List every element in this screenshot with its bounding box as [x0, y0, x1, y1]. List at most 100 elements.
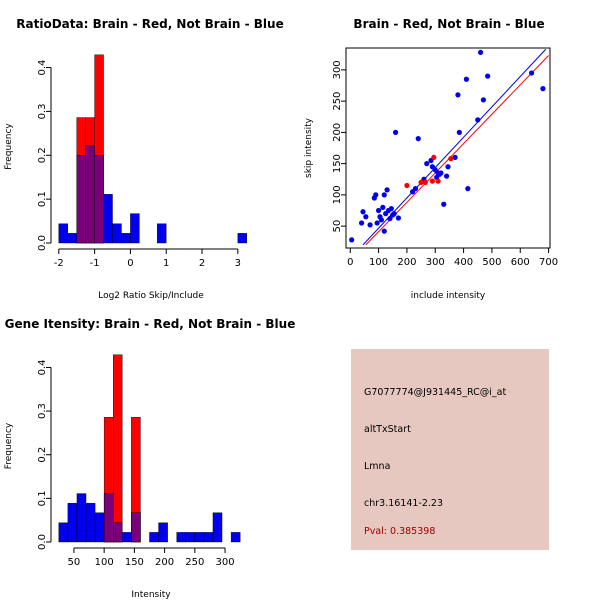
x-tick-label: 100: [95, 557, 114, 568]
y-axis-label: Frequency: [4, 422, 14, 469]
point-not-brain: [374, 220, 380, 226]
bar-not-brain: [58, 522, 69, 543]
bar-not-brain: [230, 532, 241, 543]
point-not-brain: [540, 86, 546, 92]
bar-not-brain: [122, 532, 132, 543]
bar-not-brain: [121, 233, 131, 244]
chart-title: Brain - Red, Not Brain - Blue: [353, 17, 544, 31]
point-brain: [448, 156, 454, 162]
point-not-brain: [358, 220, 365, 226]
x-tick-label: 0: [127, 258, 133, 269]
bar-not-brain: [176, 532, 186, 543]
point-not-brain: [349, 237, 355, 243]
bar-not-brain: [157, 223, 167, 244]
y-tick-label: 0.3: [37, 403, 48, 419]
bar-brain: [113, 354, 123, 543]
x-tick-label: 3: [235, 258, 241, 269]
y-axis-label: skip intensity: [304, 117, 314, 178]
point-not-brain: [485, 73, 491, 79]
point-brain: [404, 182, 410, 189]
y-tick-label: 0.2: [37, 447, 48, 463]
bar-not-brain: [130, 213, 140, 244]
point-not-brain: [384, 187, 390, 193]
x-tick-label: 600: [511, 257, 530, 268]
x-tick-label: 500: [482, 257, 501, 268]
point-not-brain: [415, 136, 421, 142]
point-not-brain: [391, 211, 397, 217]
x-tick-label: 100: [369, 257, 388, 268]
probe-id: G7077774@J931445_RC@i_at: [364, 387, 507, 398]
x-tick-label: 200: [397, 257, 416, 268]
y-tick-label: 0.1: [37, 490, 48, 506]
x-axis-label: Intensity: [131, 590, 171, 600]
y-tick-label: 150: [332, 154, 343, 173]
point-not-brain: [412, 186, 419, 192]
point-not-brain: [380, 204, 386, 210]
bar-overlap: [94, 155, 104, 244]
x-tick-label: 50: [68, 557, 81, 568]
bar-not-brain: [85, 502, 96, 543]
point-not-brain: [363, 214, 369, 220]
plot-area: [349, 48, 549, 246]
x-tick-label: 0: [347, 257, 353, 268]
point-brain: [431, 154, 437, 160]
bar-not-brain: [149, 532, 159, 543]
bar-not-brain: [76, 493, 87, 543]
point-not-brain: [452, 154, 458, 160]
point-not-brain: [480, 97, 487, 103]
y-tick-label: 0.0: [37, 235, 48, 251]
gene-name: Lmna: [364, 461, 391, 472]
bar-overlap: [76, 155, 86, 244]
y-tick-label: 0.4: [37, 60, 48, 76]
point-brain: [422, 179, 428, 185]
bar-not-brain: [237, 233, 247, 244]
point-not-brain: [528, 70, 535, 76]
x-tick-label: 300: [426, 257, 445, 268]
point-not-brain: [443, 173, 450, 179]
x-axis-label: Log2 Ratio Skip/Include: [98, 291, 204, 301]
point-brain: [429, 178, 436, 184]
point-not-brain: [438, 170, 444, 176]
point-not-brain: [360, 209, 366, 215]
bar-not-brain: [185, 532, 196, 543]
point-not-brain: [441, 201, 447, 207]
bar-not-brain: [158, 522, 168, 543]
bar-overlap: [131, 512, 141, 543]
point-not-brain: [392, 129, 399, 135]
x-tick-label: 250: [185, 557, 204, 568]
y-axis-label: Frequency: [4, 123, 14, 170]
point-brain: [435, 178, 441, 184]
point-not-brain: [381, 228, 387, 234]
point-brain: [418, 179, 424, 185]
y-tick-label: 0.0: [37, 534, 48, 550]
x-tick-label: -2: [54, 258, 64, 269]
x-tick-label: 700: [539, 257, 558, 268]
bar-not-brain: [67, 233, 77, 244]
point-not-brain: [375, 207, 382, 214]
chart-title: RatioData: Brain - Red, Not Brain - Blue: [16, 17, 283, 31]
point-not-brain: [455, 92, 461, 98]
x-tick-label: 300: [216, 557, 235, 568]
bar-not-brain: [112, 223, 122, 244]
point-not-brain: [381, 192, 387, 198]
info-panel: G7077774@J931445_RC@i_at altTxStart Lmna…: [351, 349, 549, 550]
point-not-brain: [475, 117, 481, 123]
x-tick-label: 1: [163, 258, 169, 269]
point-not-brain: [387, 216, 393, 222]
x-tick-label: 200: [155, 557, 174, 568]
y-tick-label: 200: [332, 123, 343, 142]
point-not-brain: [465, 186, 471, 192]
y-tick-label: 100: [332, 185, 343, 204]
point-not-brain: [395, 215, 402, 221]
y-tick-label: 0.4: [37, 360, 48, 376]
bar-not-brain: [94, 512, 105, 543]
bar-not-brain: [203, 532, 214, 543]
y-tick-label: 300: [332, 60, 343, 79]
point-not-brain: [477, 49, 484, 55]
x-tick-label: 150: [125, 557, 144, 568]
bar-not-brain: [58, 223, 68, 244]
x-tick-label: 400: [454, 257, 473, 268]
y-tick-label: 0.2: [37, 147, 48, 163]
chart-title: Gene Itensity: Brain - Red, Not Brain - …: [5, 317, 296, 331]
